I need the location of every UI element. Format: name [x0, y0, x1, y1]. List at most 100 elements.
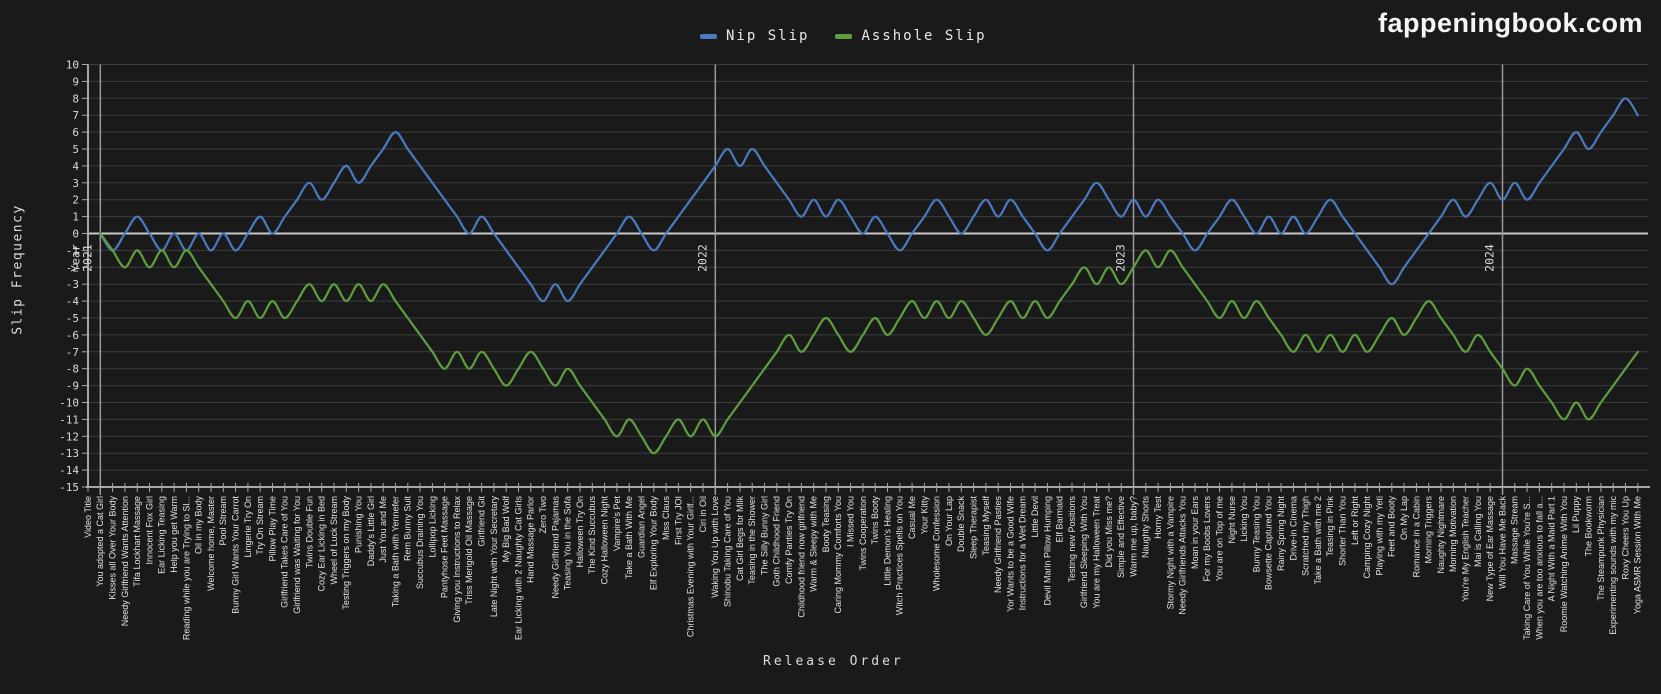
asshole-slip-swatch	[835, 33, 853, 39]
x-tick-label: Double Snack	[956, 496, 966, 553]
x-tick-label: On Your Lap	[944, 496, 954, 546]
x-tick-label: I Missed You	[845, 496, 855, 547]
x-tick-label: My Big Bad Wolf	[501, 496, 511, 563]
legend-item-nip-slip[interactable]: Nip Slip	[700, 28, 809, 44]
x-tick-label: Roomie Watching Anime With You	[1559, 496, 1569, 632]
x-tick-label: Giving you Instructions to Relax	[452, 496, 462, 623]
x-tick-label: Cozy Halloween Night	[599, 496, 609, 585]
legend-label-nip-slip: Nip Slip	[726, 28, 810, 44]
x-tick-label: Will You Have Me Back	[1497, 496, 1507, 590]
y-tick-label: -13	[59, 447, 79, 460]
y-tick-label: 9	[72, 75, 79, 88]
x-tick-label: Licking You	[1239, 496, 1249, 542]
x-tick-label: Pool Stream	[218, 496, 228, 546]
x-tick-label: Drive-in Cinema	[1288, 496, 1298, 561]
x-tick-label: Take a Bath With Me	[624, 496, 634, 579]
y-tick-label: -3	[66, 278, 79, 291]
x-tick-label: Devil Marin Pillow Humping	[1042, 496, 1052, 606]
x-tick-label: The Steampunk Physician	[1596, 496, 1606, 601]
x-tick-label: Girlfriend Git	[476, 496, 486, 547]
y-tick-label: 2	[72, 194, 79, 207]
x-tick-label: Naughty Shorts	[1141, 496, 1151, 559]
x-tick-label: Testing new Positions	[1067, 496, 1077, 583]
x-tick-label: Childhood friend now girlfriend	[796, 496, 806, 618]
y-tick-label: -7	[66, 346, 79, 359]
x-tick-label: Cat Girl Begs for Milk	[735, 496, 745, 582]
x-tick-label: Comfy Panties Try On	[784, 496, 794, 584]
x-tick-label: Testing Triggers on my Body	[341, 496, 351, 610]
x-tick-label: Romance in a Cabin	[1411, 496, 1421, 578]
x-tick-label: You are my Halloween Treat	[1091, 496, 1101, 609]
x-tick-label: Rem Bunny Suit	[403, 496, 413, 562]
x-tick-label: Ciri in Oil	[698, 496, 708, 533]
x-tick-label: You adopted a Cat Girl	[95, 496, 105, 587]
x-tick-label: Yoga ASMR Session With Me	[1633, 496, 1643, 614]
y-tick-label: 4	[72, 160, 79, 173]
x-tick-label: The Silly Bunny Girl	[759, 496, 769, 575]
x-tick-label: Vampire's Pet	[612, 496, 622, 552]
x-tick-label: Needy Girlfriend Wants Attention	[120, 496, 130, 626]
x-tick-label: For my Boobs Lovers	[1202, 496, 1212, 582]
x-tick-label: You're My English Teacher	[1460, 496, 1470, 602]
x-tick-label: Bowsette Captured You	[1264, 496, 1274, 590]
x-tick-label: Bunny Girl Wants Your Carrot	[230, 496, 240, 614]
x-tick-label: Lingerie Try On	[243, 496, 253, 558]
chart-legend: Nip Slip Asshole Slip	[700, 28, 987, 44]
year-marker-prefix: Year	[68, 244, 82, 272]
x-tick-label: Elf Exploring Your Body	[649, 496, 659, 591]
x-tick-label: Did you Miss me?	[1104, 496, 1114, 568]
y-tick-label: 0	[72, 228, 79, 241]
x-tick-label: Feet and Booty	[1387, 496, 1397, 558]
x-tick-label: Warm & Sleepy with Me	[809, 496, 819, 592]
x-tick-label: You are on Top of me	[1214, 496, 1224, 581]
x-tick-label: Ear Licking with 2 Naughty Cat Girls	[513, 496, 523, 641]
x-tick-label: Massage Stream	[1510, 496, 1520, 564]
x-tick-label: Lollipop Licking	[427, 496, 437, 558]
x-tick-label: Zero Two	[538, 496, 548, 533]
x-tick-label: Ear Licking Teasing	[157, 496, 167, 574]
x-axis-title: Release Order	[763, 654, 904, 669]
x-tick-label: Warm me up, baby?	[1128, 496, 1138, 577]
legend-label-asshole-slip: Asshole Slip	[861, 28, 987, 44]
x-tick-label: Miss Claus	[661, 496, 671, 541]
site-logo[interactable]: fappeningbook.com	[1378, 8, 1643, 38]
y-tick-label: -1	[66, 244, 79, 257]
x-tick-label: Wholesome Confession	[932, 496, 942, 591]
x-tick-label: Late Night with Your Secretary	[489, 496, 499, 618]
x-tick-label: Shinobu Taking Care of You	[722, 496, 732, 607]
x-tick-label: Try On Stream	[255, 496, 265, 555]
x-tick-label: Morning Triggers	[1424, 496, 1434, 564]
x-tick-label: Video Title	[83, 496, 93, 538]
x-tick-label: Elf Barmaid	[1055, 496, 1065, 543]
y-tick-label: -9	[66, 380, 79, 393]
x-tick-label: Twins Double Fun	[304, 496, 314, 568]
year-marker-label: 2022	[695, 244, 709, 272]
legend-item-asshole-slip[interactable]: Asshole Slip	[835, 28, 986, 44]
x-tick-label: Take a Bath with me 2	[1313, 496, 1323, 585]
x-tick-label: Simple and Effective	[1116, 496, 1126, 578]
y-tick-label: -6	[66, 329, 79, 342]
year-marker-label: 2023	[1114, 244, 1128, 272]
x-tick-label: Yor Wants to be a Good Wife	[1005, 496, 1015, 612]
y-axis-title: Slip Frequency	[10, 204, 26, 335]
x-tick-label: Teasing in the Shower	[747, 496, 757, 585]
x-tick-label: When you are too anxious to fall a...	[1534, 496, 1544, 640]
x-tick-label: Girlfriend Sleeping With You	[1079, 496, 1089, 608]
x-tick-label: Needy Girlfriend Pasties	[993, 496, 1003, 594]
y-tick-label: 3	[72, 177, 79, 190]
x-tick-label: Needy Girlfriend Pajamas	[550, 496, 560, 599]
y-tick-label: -10	[59, 397, 79, 410]
x-tick-label: Camping Cozy Night	[1362, 496, 1372, 579]
x-tick-label: Roxy Cheers You Up	[1620, 496, 1630, 580]
x-tick-label: Just You and Me	[378, 496, 388, 563]
x-tick-label: Girlfriend was Waiting for You	[292, 496, 302, 614]
x-tick-label: Teasing in Pink	[1325, 496, 1335, 557]
x-tick-label: Cozy Ear Licking in Bed	[317, 496, 327, 592]
y-tick-label: 5	[72, 143, 79, 156]
x-tick-label: Twins Cooperation	[858, 496, 868, 571]
x-tick-label: Night Nurse	[1227, 496, 1237, 544]
x-tick-label: Casual Me	[907, 496, 917, 539]
y-tick-label: -11	[59, 413, 79, 426]
